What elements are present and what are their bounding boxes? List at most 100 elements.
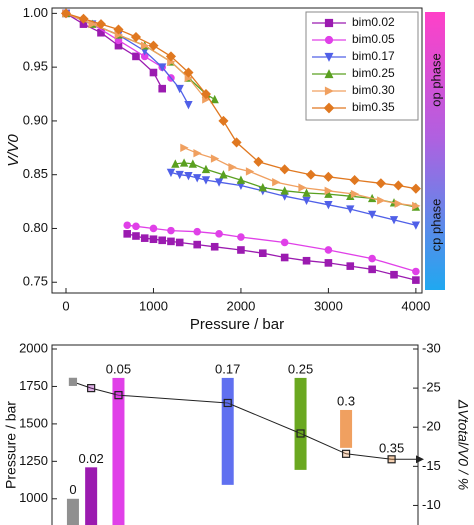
marker xyxy=(324,86,334,96)
marker xyxy=(237,233,245,241)
y-tick-label: 1500 xyxy=(19,415,48,430)
marker xyxy=(193,149,202,158)
marker xyxy=(130,31,142,43)
marker xyxy=(302,196,311,206)
marker xyxy=(165,51,177,62)
marker xyxy=(223,398,232,408)
marker xyxy=(280,253,289,262)
y2-tick-label: -25 xyxy=(422,380,441,395)
marker xyxy=(324,189,333,198)
marker xyxy=(259,249,267,258)
marker xyxy=(346,205,355,214)
legend-label: bim0.30 xyxy=(352,83,395,97)
marker xyxy=(140,41,150,50)
range-bar xyxy=(294,377,307,470)
marker xyxy=(114,391,123,400)
marker xyxy=(324,259,333,267)
y-tick-label: 0.90 xyxy=(23,112,48,127)
marker xyxy=(132,232,140,240)
marker xyxy=(411,221,421,230)
bar-label: 0.02 xyxy=(78,451,103,466)
marker xyxy=(394,199,403,208)
marker xyxy=(123,221,132,230)
marker xyxy=(387,455,396,464)
y-tick-label: 1250 xyxy=(19,453,48,468)
marker xyxy=(113,24,124,35)
marker xyxy=(167,226,175,235)
marker xyxy=(323,102,335,114)
bar-label: 0.17 xyxy=(215,361,240,376)
marker xyxy=(412,267,420,276)
marker xyxy=(324,18,334,28)
marker xyxy=(193,240,202,249)
phase-bar xyxy=(425,12,445,290)
marker xyxy=(367,210,377,220)
marker xyxy=(214,178,224,187)
marker xyxy=(393,180,404,191)
marker xyxy=(377,196,386,205)
marker xyxy=(166,168,176,178)
marker xyxy=(258,183,267,192)
marker xyxy=(193,227,202,236)
legend-label: bim0.05 xyxy=(352,32,395,46)
marker xyxy=(218,115,229,126)
marker xyxy=(180,143,189,152)
marker xyxy=(183,67,194,78)
y2-tick-label: -30 xyxy=(422,340,441,355)
marker xyxy=(324,246,333,254)
bar-label: 0.25 xyxy=(288,361,313,376)
phase-label: cp phase xyxy=(428,199,443,252)
y-tick-label: 1000 xyxy=(19,490,48,505)
marker xyxy=(231,137,242,148)
range-bar xyxy=(221,377,234,485)
marker xyxy=(390,270,398,279)
marker xyxy=(324,69,334,79)
range-bar xyxy=(66,498,79,525)
x-tick-label: 2000 xyxy=(226,298,255,313)
marker xyxy=(123,230,132,238)
legend-label: bim0.02 xyxy=(352,15,395,29)
marker xyxy=(237,246,245,254)
marker xyxy=(412,276,420,284)
marker xyxy=(87,384,96,393)
x-tick-label: 0 xyxy=(62,298,69,313)
marker xyxy=(296,429,305,438)
marker xyxy=(68,377,78,386)
y-tick-label: 0.85 xyxy=(23,166,48,181)
marker xyxy=(179,158,189,167)
plot-frame xyxy=(51,344,419,525)
marker xyxy=(201,164,211,174)
marker xyxy=(324,35,334,45)
marker xyxy=(375,178,386,189)
y-tick-label: 2000 xyxy=(19,340,48,355)
marker xyxy=(324,201,333,210)
legend-label: bim0.35 xyxy=(352,100,395,114)
marker xyxy=(158,236,167,245)
x-axis-title: Pressure / bar xyxy=(190,316,284,333)
marker xyxy=(95,19,107,30)
x-tick-label: 1000 xyxy=(139,298,168,313)
y2-axis-title: ΔVtotal/V0 / % xyxy=(455,399,471,490)
marker xyxy=(201,176,211,185)
marker xyxy=(140,234,149,242)
marker xyxy=(412,201,421,211)
marker xyxy=(149,224,158,233)
x-tick-label: 4000 xyxy=(401,298,430,313)
marker xyxy=(171,159,180,168)
marker xyxy=(280,186,289,195)
marker xyxy=(280,238,289,247)
legend-label: bim0.25 xyxy=(352,66,395,80)
y-tick-label: 0.95 xyxy=(23,59,48,74)
marker xyxy=(132,52,140,61)
series-line xyxy=(72,381,392,460)
marker xyxy=(389,216,399,225)
marker xyxy=(324,186,333,196)
marker xyxy=(175,84,184,94)
marker xyxy=(167,237,175,246)
marker xyxy=(236,175,246,184)
marker xyxy=(148,40,159,51)
marker xyxy=(346,262,355,270)
marker xyxy=(149,68,158,77)
marker xyxy=(184,171,193,181)
